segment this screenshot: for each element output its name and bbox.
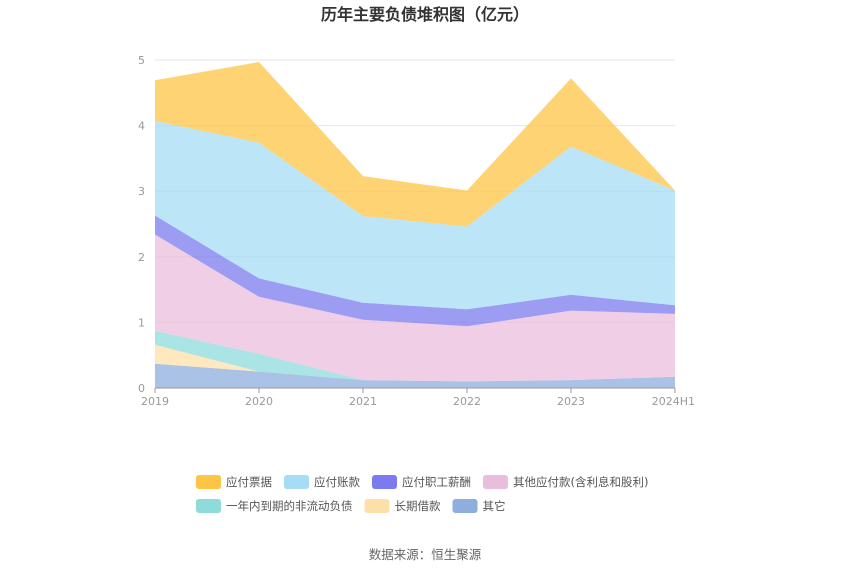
legend-label: 其他应付款(含利息和股利) [513,475,648,489]
legend-item[interactable]: 一年内到期的非流动负债 [196,499,353,513]
legend-label: 其它 [483,499,506,513]
x-tick-label: 2020 [245,395,273,408]
legend-label: 应付账款 [314,475,360,489]
area-series-6 [155,62,675,227]
legend-item[interactable]: 应付职工薪酬 [372,475,471,489]
x-tick-label: 2024H1 [652,395,695,408]
area-series [155,62,675,388]
legend-swatch [196,475,221,489]
source-note: 数据来源：恒生聚源 [369,547,482,562]
legend-item[interactable]: 其它 [452,499,506,513]
legend-item[interactable]: 应付账款 [284,475,360,489]
x-tick-label: 2022 [453,395,481,408]
legend-label: 应付票据 [226,475,272,489]
legend-swatch [284,475,309,489]
legend: 应付票据 应付账款 应付职工薪酬 其他应付款(含利息和股利) 一年内到期的非流动负债 长期… [196,475,648,513]
area-series-0 [155,363,675,388]
area-series-3 [155,234,675,382]
legend-label: 应付职工薪酬 [402,475,471,489]
x-tick-label: 2019 [141,395,169,408]
legend-label: 一年内到期的非流动负债 [226,499,353,513]
x-tick-label: 2021 [349,395,377,408]
y-tick-label: 3 [138,185,145,198]
area-series-4 [155,215,675,327]
y-tick-label: 0 [138,382,145,395]
y-tick-label: 5 [138,54,145,67]
legend-swatch [196,499,221,513]
legend-item[interactable]: 应付票据 [196,475,272,489]
legend-label: 长期借款 [395,499,441,513]
legend-swatch [452,499,478,513]
legend-swatch [364,499,390,513]
y-tick-label: 2 [138,251,145,264]
legend-swatch [483,475,508,489]
y-tick-label: 4 [138,120,145,133]
legend-item[interactable]: 其他应付款(含利息和股利) [483,475,648,489]
x-tick-label: 2023 [557,395,585,408]
area-series-2 [155,330,675,382]
axes: 2019 2020 2021 2022 2023 2024H1 [141,387,695,408]
chart-title: 历年主要负债堆积图（亿元） [321,5,529,24]
y-tick-label: 1 [138,316,145,329]
legend-item[interactable]: 长期借款 [364,499,441,513]
area-series-5 [155,121,675,310]
legend-swatch [372,475,397,489]
